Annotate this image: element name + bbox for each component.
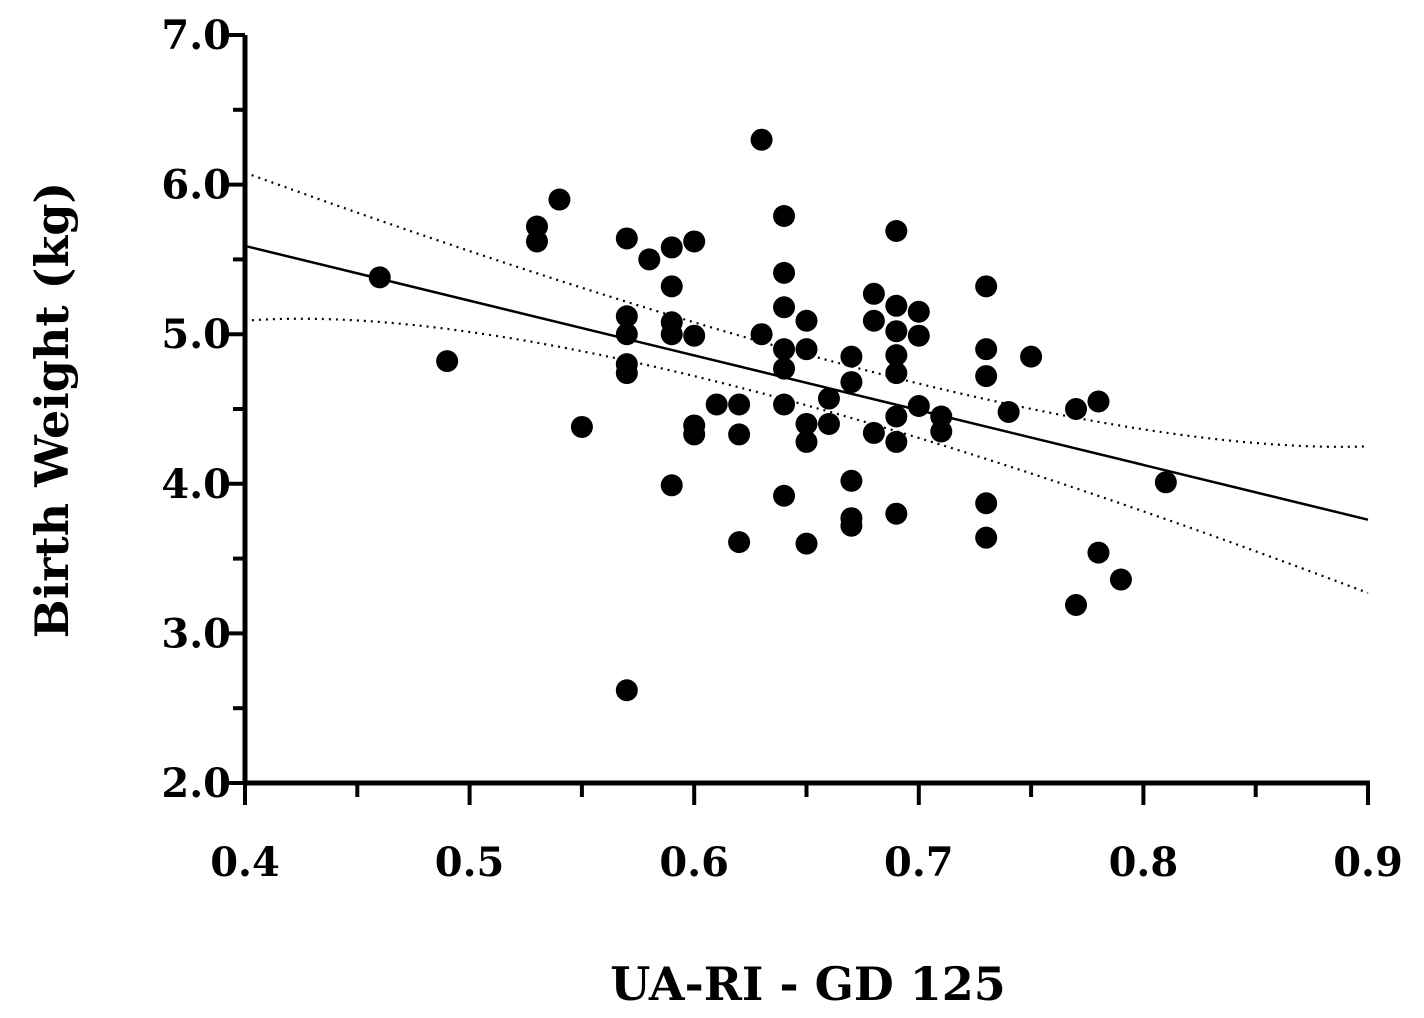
data-point: [615, 323, 638, 346]
data-point: [638, 248, 661, 271]
data-point: [683, 423, 706, 446]
data-point: [683, 230, 706, 253]
data-point: [548, 188, 571, 211]
data-point: [525, 230, 548, 253]
data-point: [728, 393, 751, 416]
data-point: [930, 420, 953, 443]
data-point: [660, 323, 683, 346]
data-point: [885, 362, 908, 385]
data-point: [728, 531, 751, 554]
data-point: [862, 309, 885, 332]
data-point: [997, 400, 1020, 423]
y-tick-label: 4.0: [161, 461, 231, 508]
y-axis-ticks: 2.0 3.0 4.0 5.0 6.0 7.0: [161, 12, 245, 807]
data-point: [750, 128, 773, 151]
data-point: [1154, 471, 1177, 494]
y-tick-label: 3.0: [161, 610, 231, 657]
data-point: [1065, 398, 1088, 420]
x-axis: 0.4 0.5 0.6 0.7 0.8 0.9: [210, 780, 1403, 886]
data-point: [795, 430, 818, 453]
data-point: [773, 484, 796, 507]
regression-line: [244, 244, 1369, 521]
data-point: [368, 266, 391, 289]
x-tick-label: 0.7: [884, 839, 954, 886]
data-point: [975, 275, 998, 298]
data-point: [885, 294, 908, 317]
data-point: [660, 275, 683, 298]
data-point: [817, 387, 840, 410]
data-point: [773, 338, 796, 361]
data-point: [773, 205, 796, 228]
data-point: [1087, 541, 1110, 564]
data-points: [368, 128, 1177, 702]
data-point: [907, 395, 930, 418]
data-point: [907, 324, 930, 347]
data-point: [1020, 345, 1043, 368]
data-point: [705, 393, 728, 416]
data-point: [975, 365, 998, 388]
data-point: [728, 423, 751, 446]
data-point: [975, 492, 998, 515]
data-point: [615, 362, 638, 385]
plot-area: [244, 128, 1369, 702]
data-point: [862, 421, 885, 444]
data-point: [885, 320, 908, 343]
data-point: [840, 345, 863, 368]
data-point: [773, 393, 796, 416]
data-point: [660, 236, 683, 259]
data-point: [795, 309, 818, 332]
data-point: [975, 526, 998, 549]
data-point: [795, 532, 818, 555]
y-tick-label: 7.0: [161, 12, 231, 59]
data-point: [840, 514, 863, 537]
data-point: [795, 338, 818, 361]
data-point: [773, 261, 796, 284]
data-point: [907, 300, 930, 323]
ci-upper-curve: [244, 171, 1369, 448]
data-point: [615, 305, 638, 328]
x-tick-label: 0.9: [1333, 839, 1403, 886]
y-axis-title: Birth Weight (kg): [25, 182, 79, 638]
x-tick-label: 0.8: [1109, 839, 1179, 886]
y-tick-label: 5.0: [161, 311, 231, 358]
data-point: [773, 357, 796, 380]
y-axis: 2.0 3.0 4.0 5.0 6.0 7.0: [161, 12, 248, 807]
data-point: [885, 219, 908, 242]
data-point: [660, 474, 683, 497]
data-point: [683, 324, 706, 347]
data-point: [885, 430, 908, 453]
x-tick-label: 0.4: [210, 839, 280, 886]
x-tick-label: 0.6: [659, 839, 729, 886]
x-tick-label: 0.5: [435, 839, 505, 886]
data-point: [817, 412, 840, 435]
data-point: [615, 679, 638, 702]
data-point: [840, 469, 863, 492]
data-point: [1109, 568, 1132, 591]
data-point: [436, 350, 459, 373]
x-axis-title: UA-RI - GD 125: [610, 957, 1006, 1011]
x-axis-ticks: 0.4 0.5 0.6 0.7 0.8 0.9: [210, 783, 1403, 886]
data-point: [885, 344, 908, 367]
data-point: [885, 405, 908, 428]
confidence-bands: [244, 171, 1369, 595]
data-point: [615, 227, 638, 250]
data-point: [840, 371, 863, 394]
data-point: [1065, 593, 1088, 616]
data-point: [862, 282, 885, 305]
data-point: [1087, 390, 1110, 413]
data-point: [885, 502, 908, 525]
y-tick-label: 6.0: [161, 162, 231, 209]
data-point: [773, 296, 796, 319]
y-tick-label: 2.0: [161, 760, 231, 807]
data-point: [750, 323, 773, 346]
data-point: [795, 412, 818, 435]
data-point: [570, 415, 593, 438]
data-point: [975, 338, 998, 361]
